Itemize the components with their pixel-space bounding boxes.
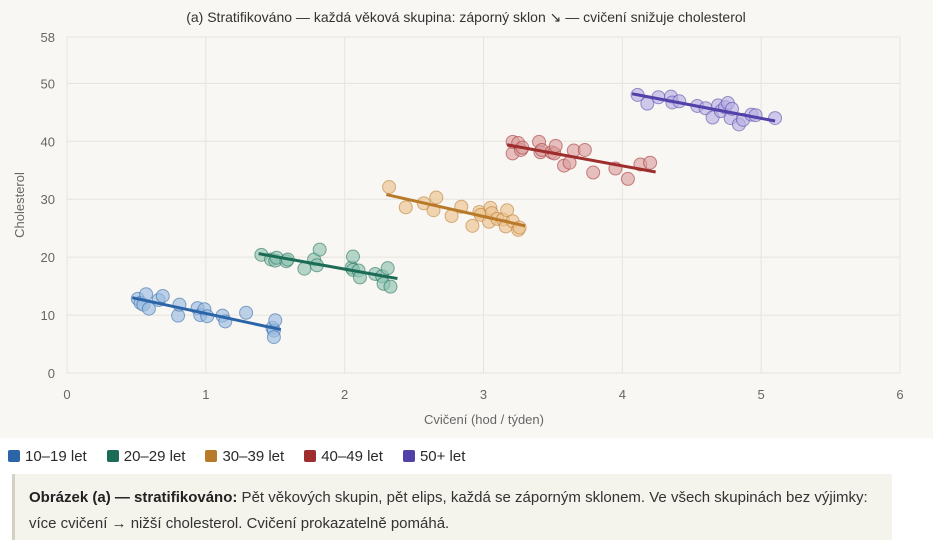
- x-tick-label: 5: [758, 387, 765, 402]
- y-tick-label: 50: [41, 76, 55, 91]
- data-point: [429, 190, 444, 205]
- legend-swatch: [402, 450, 415, 462]
- legend-item[interactable]: 10–19 let: [8, 448, 87, 465]
- data-point: [382, 180, 397, 195]
- x-axis-label: Cvičení (hod / týden): [424, 412, 544, 427]
- legend: 10–19 let 20–29 let 30–39 let 40–49 let …: [8, 446, 465, 466]
- series-group: [130, 87, 783, 345]
- x-tick-label: 6: [896, 387, 903, 402]
- scatter-chart: (a) Stratifikováno — každá věková skupin…: [12, 9, 904, 427]
- legend-swatch: [106, 450, 119, 462]
- data-point: [586, 165, 601, 180]
- series-5: [630, 87, 783, 132]
- legend-label: 50+ let: [419, 447, 466, 465]
- legend-label: 20–29 let: [123, 447, 186, 465]
- data-point: [345, 249, 360, 264]
- legend-swatch: [304, 450, 317, 462]
- trend-line: [506, 143, 656, 174]
- caption-text: Pět věkových skupin, pět elips, každá se…: [29, 489, 868, 532]
- legend-swatch: [8, 450, 20, 462]
- figure-caption: Obrázek (a) — stratifikováno: Pět věkový…: [12, 474, 892, 540]
- series-3: [382, 180, 527, 237]
- data-point: [380, 261, 395, 276]
- data-point: [266, 330, 281, 345]
- x-tick-label: 0: [63, 387, 70, 402]
- data-point: [768, 111, 783, 126]
- data-point: [465, 218, 480, 233]
- data-point: [643, 155, 658, 170]
- y-tick-label: 40: [41, 134, 55, 149]
- x-tick-label: 2: [341, 387, 348, 402]
- data-point: [620, 171, 635, 186]
- chart-panel: (a) Stratifikováno — každá věková skupin…: [0, 0, 933, 438]
- legend-label: 30–39 let: [222, 447, 285, 465]
- chart-title: (a) Stratifikováno — každá věková skupin…: [186, 9, 746, 25]
- data-point: [577, 142, 592, 157]
- x-tick-label: 4: [619, 387, 626, 402]
- data-point: [383, 279, 398, 294]
- data-point: [312, 242, 327, 257]
- data-point: [155, 288, 170, 303]
- caption-title: Obrázek (a) — stratifikováno:: [29, 489, 238, 506]
- data-point: [268, 313, 283, 328]
- trend-line: [258, 252, 398, 281]
- trend-line: [131, 296, 282, 332]
- y-axis-label: Cholesterol: [12, 172, 27, 238]
- y-tick-label: 10: [41, 308, 55, 323]
- legend-label: 10–19 let: [25, 447, 87, 465]
- trend-line: [631, 92, 776, 123]
- y-tick-label: 58: [41, 30, 55, 45]
- axis-ticks: 0 1 2 3 4 5 6 0 10 20 30 40 50 58: [41, 30, 904, 402]
- legend-item[interactable]: 40–49 let: [304, 448, 383, 465]
- series-4: [505, 134, 658, 186]
- legend-item[interactable]: 30–39 let: [205, 448, 284, 465]
- x-tick-label: 3: [480, 387, 487, 402]
- legend-label: 40–49 let: [321, 447, 383, 465]
- trend-line: [385, 193, 526, 228]
- grid: [66, 36, 901, 374]
- data-point: [548, 138, 563, 153]
- y-tick-label: 30: [41, 192, 55, 207]
- data-point: [239, 305, 254, 320]
- x-tick-label: 1: [202, 387, 209, 402]
- data-point: [398, 200, 413, 215]
- data-point: [500, 203, 515, 218]
- y-tick-label: 0: [48, 366, 55, 381]
- legend-swatch: [205, 450, 218, 462]
- series-1: [130, 287, 283, 345]
- legend-item[interactable]: 20–29 let: [106, 447, 186, 465]
- legend-item[interactable]: 50+ let: [402, 447, 466, 465]
- y-tick-label: 20: [41, 250, 55, 265]
- series-2: [254, 242, 398, 294]
